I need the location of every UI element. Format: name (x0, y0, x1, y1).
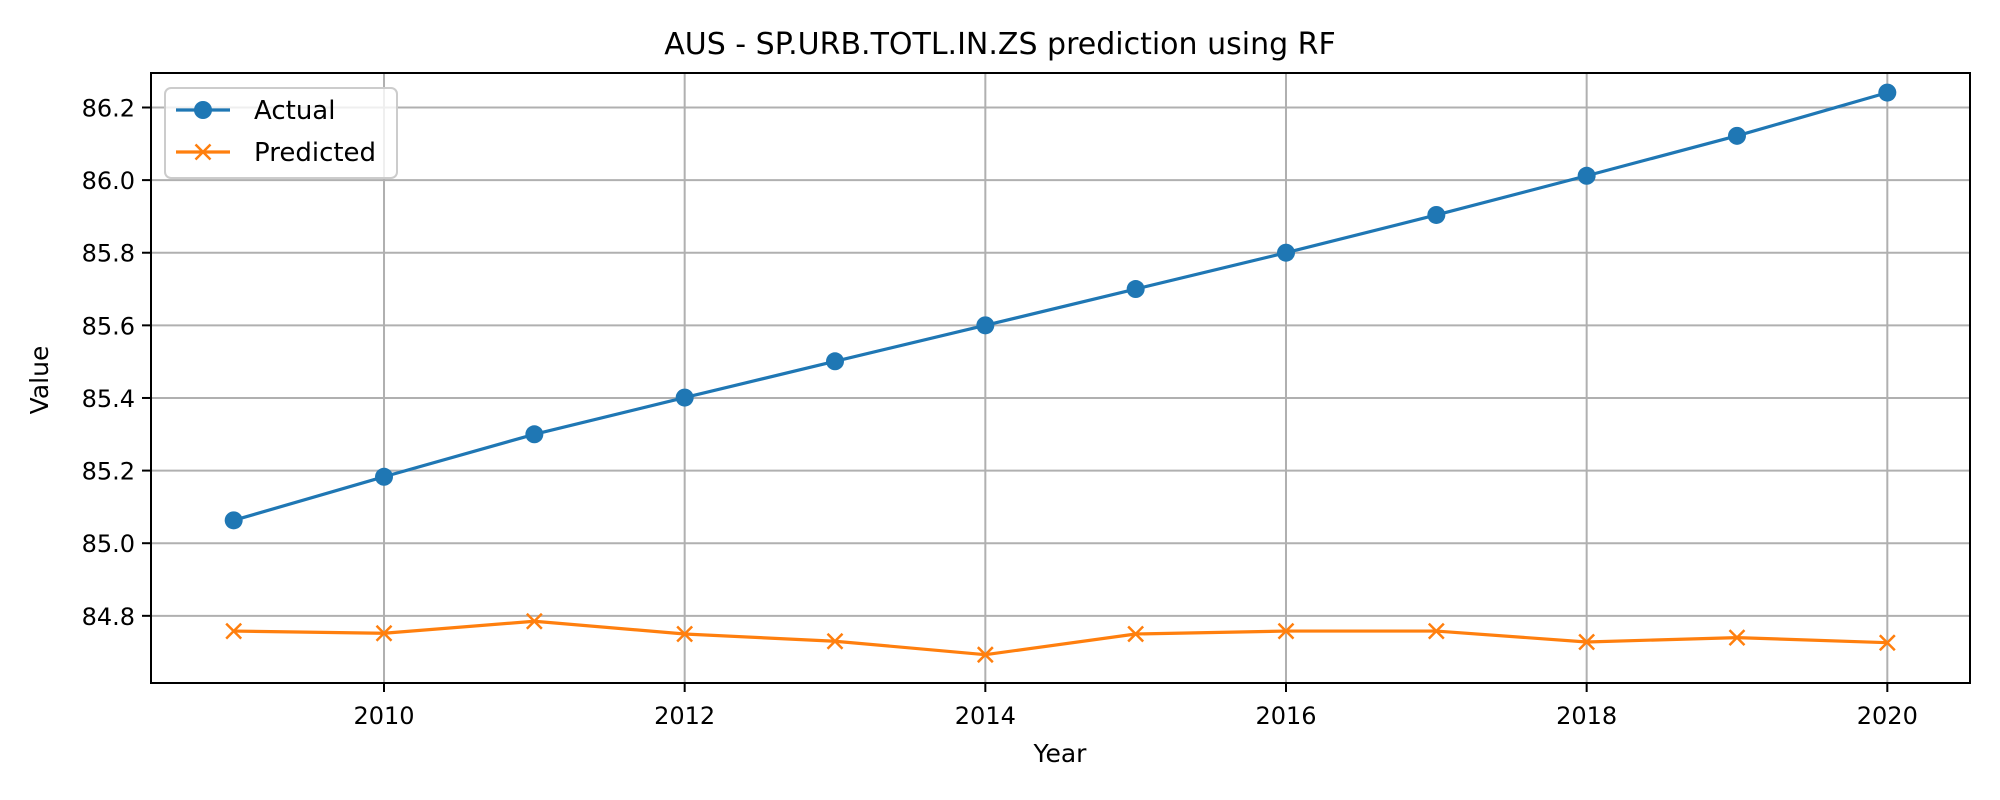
chart-title: AUS - SP.URB.TOTL.IN.ZS prediction using… (664, 27, 1336, 62)
y-axis: 84.8 85.0 85.2 85.4 85.6 85.8 86.0 86.2 (82, 94, 151, 631)
data-point-actual (1577, 166, 1596, 185)
data-point-predicted (525, 612, 543, 630)
legend-label-actual: Actual (254, 96, 335, 126)
x-tick-label: 2020 (1857, 702, 1918, 730)
data-point-actual (1427, 205, 1446, 224)
series-line-actual (233, 91, 1888, 522)
y-tick-label: 85.0 (82, 530, 135, 558)
grid (151, 73, 1970, 683)
x-axis: 2010 2012 2014 2016 2018 2020 (353, 683, 1918, 730)
data-point-actual (826, 352, 845, 371)
data-point-predicted (1878, 634, 1896, 652)
data-point-actual (525, 425, 544, 444)
data-point-actual (1126, 280, 1145, 299)
x-tick-label: 2018 (1556, 702, 1617, 730)
legend-item-actual: Actual (176, 96, 335, 126)
data-point-predicted (976, 646, 994, 664)
y-tick-label: 86.2 (82, 94, 135, 122)
data-point-predicted (225, 622, 243, 640)
data-point-predicted (676, 625, 694, 643)
legend-marker-actual (194, 101, 212, 119)
x-tick-label: 2012 (654, 702, 715, 730)
legend-marker-predicted (194, 143, 212, 161)
data-point-predicted (1578, 633, 1596, 651)
y-tick-label: 86.0 (82, 167, 135, 195)
legend: Actual Predicted (164, 87, 398, 179)
data-point-predicted (375, 624, 393, 642)
x-tick-label: 2016 (1255, 702, 1316, 730)
data-point-predicted (1277, 622, 1295, 640)
data-point-actual (375, 467, 394, 486)
y-tick-label: 85.8 (82, 240, 135, 268)
y-tick-label: 85.4 (82, 385, 135, 413)
x-tick-label: 2010 (353, 702, 414, 730)
y-axis-label: Value (25, 346, 54, 415)
data-point-predicted (826, 632, 844, 650)
data-point-predicted (1427, 622, 1445, 640)
y-tick-label: 85.2 (82, 458, 135, 486)
data-point-actual (675, 388, 694, 407)
series-layer (224, 83, 1897, 664)
data-point-actual (1727, 126, 1746, 145)
plot-frame (150, 72, 1971, 684)
data-point-predicted (1728, 629, 1746, 646)
data-point-predicted (1127, 625, 1145, 643)
data-point-actual (1878, 83, 1897, 102)
y-tick-label: 84.8 (82, 603, 135, 631)
series-actual (224, 83, 1897, 530)
legend-label-predicted: Predicted (254, 138, 376, 168)
data-point-actual (224, 511, 243, 530)
y-tick-label: 85.6 (82, 312, 135, 340)
x-tick-label: 2014 (955, 702, 1016, 730)
legend-item-predicted: Predicted (176, 138, 376, 168)
data-point-actual (976, 316, 995, 335)
series-predicted (225, 612, 1896, 664)
x-axis-label: Year (1033, 739, 1088, 768)
data-point-actual (1276, 243, 1295, 262)
series-line-predicted (233, 619, 1888, 657)
